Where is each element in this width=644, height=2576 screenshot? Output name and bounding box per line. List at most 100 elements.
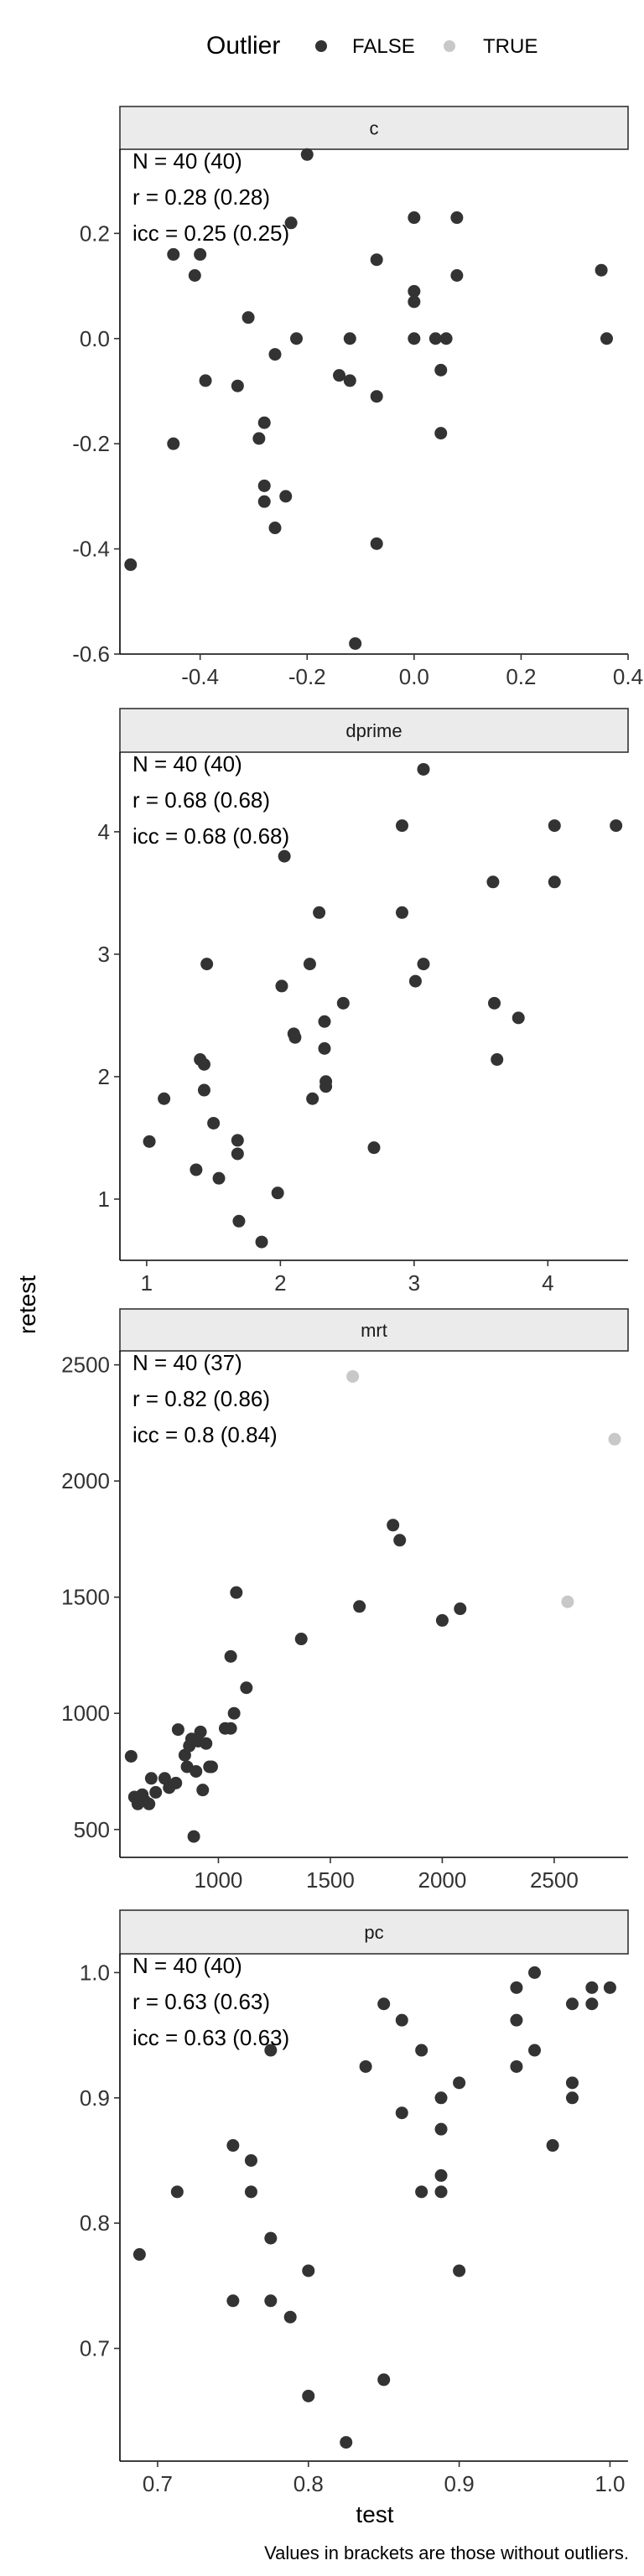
point [231,1147,244,1161]
panel-dprime: dprime 1 2 3 4 1 2 3 4 N = 40 (40) r = 0.68 (0.68)… [98,708,629,1296]
point [264,2044,278,2057]
point [171,1723,184,1737]
point [486,875,500,889]
point [454,1602,467,1616]
point [252,432,266,445]
y-tick-label: 1 [98,1187,110,1212]
point [387,1519,400,1532]
y-axis-title: retest [14,1275,40,1334]
point [187,1830,200,1843]
point [240,1681,253,1695]
y-tick-label: 0.9 [80,2085,110,2111]
point [169,1776,183,1789]
stat-line: r = 0.63 (0.63) [132,1989,270,2014]
stat-line: r = 0.28 (0.28) [132,184,270,210]
point [124,1749,138,1763]
x-tick-label: -0.2 [288,664,326,689]
x-tick-label: 1500 [306,1867,355,1893]
point-outlier [346,1369,360,1383]
point [275,979,288,993]
strip-label: mrt [361,1320,387,1341]
legend-key-true [444,40,455,52]
point [197,1057,210,1071]
x-tick-label: 2 [274,1270,286,1296]
point [453,2264,466,2277]
point [585,1997,599,2011]
point [565,2091,579,2105]
strip-c [119,106,629,150]
legend-key-false [315,40,327,52]
point [290,332,304,345]
point [434,2091,448,2105]
point [370,253,383,267]
point [257,416,271,429]
point [144,1772,158,1785]
panel-mrt: mrt 500 1000 1500 2000 2500 1000 1500 2000 2500 N … [61,1308,629,1893]
point [200,1737,213,1750]
point [318,1041,331,1055]
point [565,1997,579,2011]
point [343,332,356,345]
x-tick-label: 1000 [195,1867,243,1893]
point [336,996,350,1010]
point [124,558,138,571]
point [510,2059,523,2073]
point [283,2310,297,2324]
y-tick-label: 2 [98,1064,110,1089]
strip-pc [119,1909,629,1955]
point [428,332,442,345]
point [224,1722,237,1735]
stat-line: N = 40 (40) [132,751,242,776]
y-tick-label: 0.0 [80,326,110,351]
x-tick-label: -0.4 [181,664,219,689]
point [318,1015,331,1028]
stat-line: N = 40 (37) [132,1350,242,1375]
point-outlier [561,1595,574,1608]
point [288,1031,302,1044]
x-tick-label: 1.0 [595,2471,625,2496]
point [367,1141,381,1155]
x-tick-label: 0.9 [444,2471,475,2496]
point [453,2076,466,2090]
y-tick-label: 1.0 [80,1960,110,1985]
point [178,1748,191,1762]
point [158,1092,171,1105]
point [190,1764,203,1778]
point [370,390,383,403]
point [610,819,623,833]
point [434,2168,448,2182]
y-tick-label: -0.6 [72,641,110,667]
point [548,819,561,833]
point [546,2139,559,2153]
point [200,958,214,971]
stat-line: icc = 0.8 (0.84) [132,1422,278,1447]
x-tick-label: 0.7 [143,2471,173,2496]
point [408,211,421,225]
x-tick-label: 0.8 [293,2471,324,2496]
x-tick-label: 2000 [418,1867,467,1893]
point [231,379,244,392]
stat-line: r = 0.68 (0.68) [132,787,270,813]
point [395,2106,408,2120]
point [417,958,430,971]
x-tick-label: 3 [408,1270,420,1296]
point [279,490,293,503]
y-tick-label: 3 [98,942,110,967]
point [170,2185,184,2199]
point [565,2076,579,2090]
stat-line: N = 40 (40) [132,1953,242,1978]
point [257,479,271,492]
legend-label-true: TRUE [483,35,538,58]
y-tick-label: 0.2 [80,221,110,246]
x-axis-title: test [356,2501,393,2527]
point [434,2122,448,2136]
strip-label: c [370,118,379,139]
point [603,1981,616,1994]
point [528,1966,542,1979]
point [528,2044,542,2057]
point [510,1981,523,1994]
stat-line: icc = 0.68 (0.68) [132,823,289,849]
y-tick-label: 2000 [61,1468,110,1493]
point [278,849,291,863]
